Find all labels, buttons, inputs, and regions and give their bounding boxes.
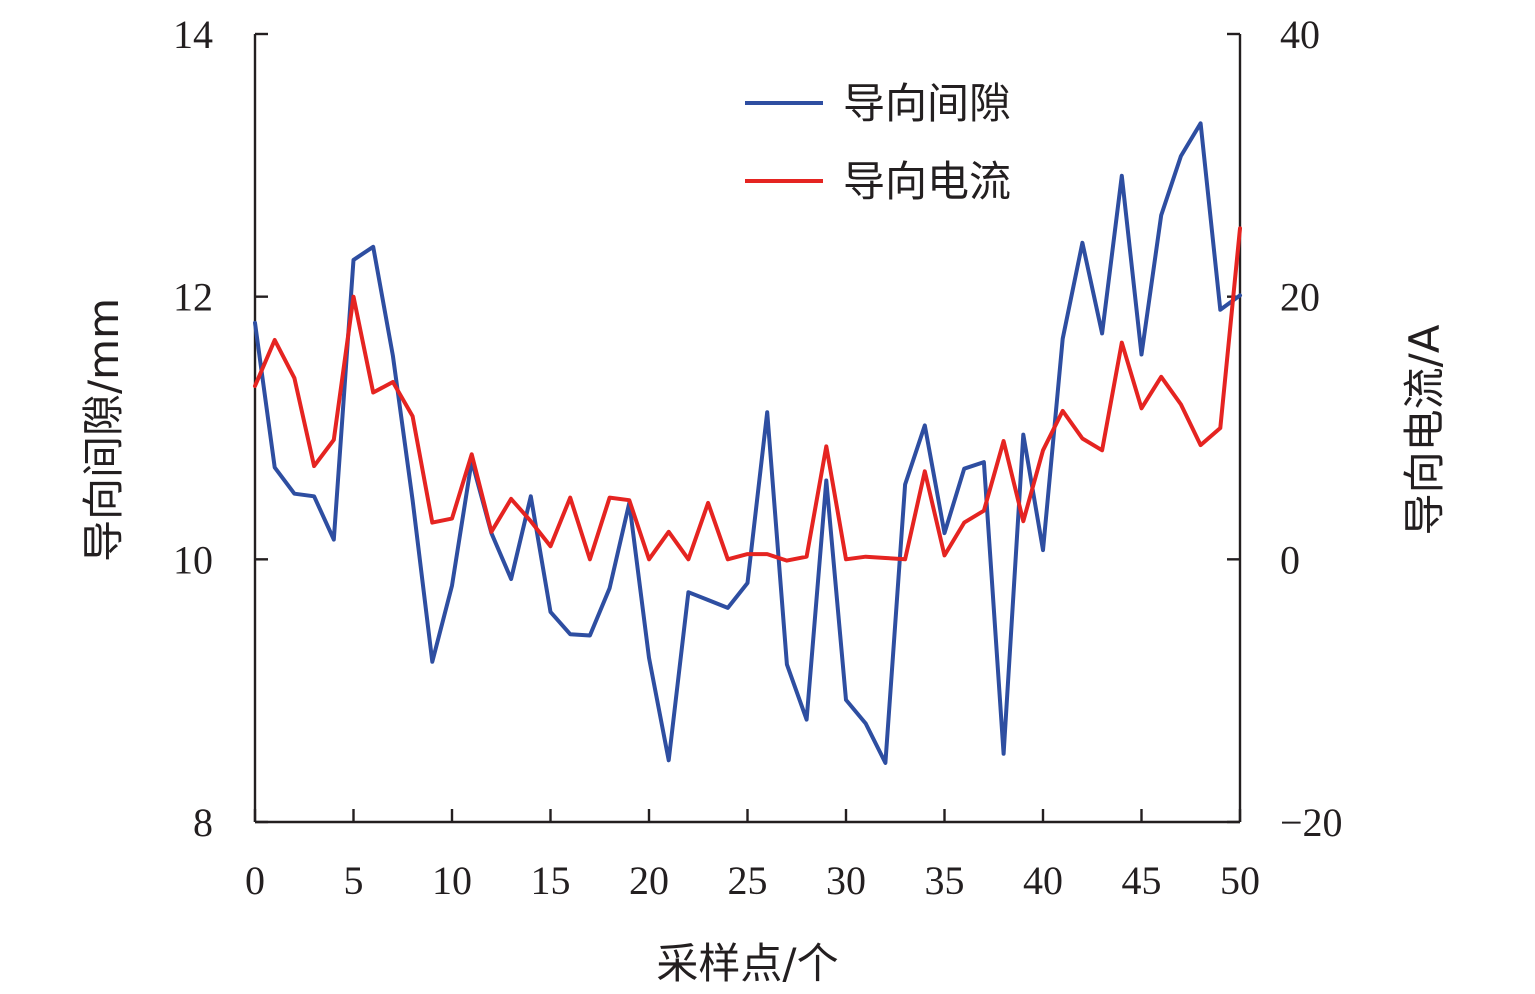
x-tick-label: 50 [1220, 858, 1260, 903]
x-tick-label: 35 [925, 858, 965, 903]
x-tick-label: 10 [432, 858, 472, 903]
left-y-tick-label: 8 [193, 800, 213, 845]
x-tick-label: 0 [245, 858, 265, 903]
series-line-guide-current [253, 226, 1242, 563]
left-y-axis-title: 导向间隙/mm [79, 298, 128, 562]
axes: 0 5 10 15 20 25 30 35 40 45 50 8 10 12 14 −20 0 20 40 [173, 12, 1343, 903]
legend-label: 导向电流 [843, 157, 1011, 206]
legend-label: 导向间隙 [843, 79, 1011, 128]
right-y-tick-label: 20 [1280, 275, 1320, 320]
left-y-tick-label: 12 [173, 275, 213, 320]
x-tick-label: 30 [826, 858, 866, 903]
right-y-tick-label: 0 [1280, 537, 1300, 582]
series-line-guide-gap [253, 121, 1242, 765]
x-tick-label: 20 [629, 858, 669, 903]
x-tick-label: 5 [344, 858, 364, 903]
x-tick-label: 25 [728, 858, 768, 903]
x-tick-label: 15 [531, 858, 571, 903]
x-tick-label: 45 [1122, 858, 1162, 903]
left-y-tick-label: 14 [173, 12, 213, 57]
x-tick-label: 40 [1023, 858, 1063, 903]
right-y-axis-title: 导向电流/A [1400, 324, 1449, 535]
series-lines [253, 121, 1242, 765]
left-y-tick-label: 10 [173, 537, 213, 582]
right-y-tick-label: −20 [1280, 800, 1343, 845]
right-y-tick-label: 40 [1280, 12, 1320, 57]
x-axis-title: 采样点/个 [656, 939, 838, 988]
